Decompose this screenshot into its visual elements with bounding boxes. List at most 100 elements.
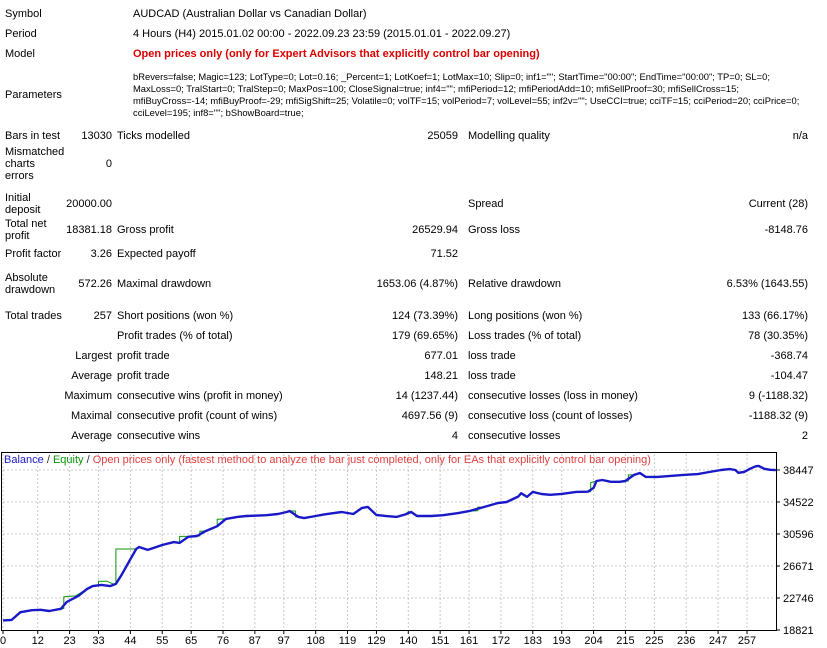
stat-pair: Maximal drawdown 1653.06 (4.87%) xyxy=(112,278,458,290)
stat-sublabel: consecutive wins (profit in money) xyxy=(117,390,283,402)
stat-sublabel: Short positions (won %) xyxy=(117,310,234,322)
legend-equity-label: Equity xyxy=(52,454,84,466)
stat-sublabel: consecutive profit (count of wins) xyxy=(117,410,278,422)
stat-value: 20000.00 xyxy=(66,198,112,210)
plot-border xyxy=(1,452,777,631)
stat-value: Average xyxy=(71,370,112,382)
legend-separator: / xyxy=(86,454,90,466)
stat-pair: consecutive loss (count of losses) -1188.… xyxy=(458,410,816,422)
stat-pair: Gross profit 26529.94 xyxy=(112,224,458,236)
stat-sublabel: loss trade xyxy=(468,350,516,362)
x-axis-tick-label: 193 xyxy=(553,635,571,647)
stat-subvalue: 148.21 xyxy=(424,370,458,382)
stat-sublabel: Relative drawdown xyxy=(468,278,561,290)
stat-sublabel: profit trade xyxy=(117,350,170,362)
stat-sublabel: consecutive losses xyxy=(468,430,561,442)
x-axis-tick-label: 204 xyxy=(584,635,602,647)
stat-pair: consecutive losses (loss in money) 9 (-11… xyxy=(458,390,816,402)
x-axis-tick-label: 247 xyxy=(709,635,727,647)
stat-sublabel: Spread xyxy=(468,198,504,210)
stat-subvalue: 25059 xyxy=(427,130,458,142)
stat-pair: Gross loss -8148.76 xyxy=(458,224,816,236)
table-row: Profit factor 3.26 Expected payoff 71.52 xyxy=(0,244,827,264)
balance-line xyxy=(2,464,776,622)
stat-sublabel: profit trade xyxy=(117,370,170,382)
table-row: Maximal consecutive profit (count of wins… xyxy=(0,406,827,426)
stat-value: Maximal xyxy=(71,410,112,422)
table-row: Maximum consecutive wins (profit in money… xyxy=(0,386,827,406)
x-axis-tick-label: 172 xyxy=(492,635,510,647)
stats-table: Symbol AUDCAD (Australian Dollar vs Canad… xyxy=(0,4,827,446)
stat-sublabel: Modelling quality xyxy=(468,130,550,142)
stat-sublabel: consecutive losses (loss in money) xyxy=(468,390,638,402)
x-axis-tick-label: 225 xyxy=(645,635,663,647)
stat-sublabel: Gross loss xyxy=(468,224,520,236)
stat-subvalue: 677.01 xyxy=(424,350,458,362)
stat-label: Bars in test xyxy=(5,130,61,142)
stat-sublabel: Ticks modelled xyxy=(117,130,190,142)
table-row: Model Open prices only (only for Expert A… xyxy=(0,44,827,64)
stat-label: Total net profit xyxy=(5,218,47,242)
stat-label: Absolute drawdown xyxy=(5,272,56,296)
stat-subvalue: 14 (1237.44) xyxy=(395,390,458,402)
stat-value-wide: Open prices only (only for Expert Adviso… xyxy=(133,47,540,60)
x-axis-tick-label: 76 xyxy=(217,635,229,647)
table-row: Absolute drawdown 572.26 Maximal drawdown 1… xyxy=(0,270,827,298)
table-row: Average profit trade 148.21 loss trade -104.… xyxy=(0,366,827,386)
stat-subvalue: 133 (66.17%) xyxy=(741,310,808,322)
x-axis-tick-label: 151 xyxy=(431,635,449,647)
stat-subvalue: n/a xyxy=(792,130,808,142)
stat-value: 0 xyxy=(105,158,112,170)
stat-subvalue: 78 (30.35%) xyxy=(748,330,808,342)
y-axis-tick-label: 18821 xyxy=(783,625,814,637)
stat-value: 572.26 xyxy=(78,278,112,290)
stat-subvalue: 6.53% (1643.55) xyxy=(726,278,808,290)
legend-balance-label: Balance xyxy=(4,454,44,466)
stat-label: Period xyxy=(5,28,37,40)
stat-subvalue: -368.74 xyxy=(770,350,808,362)
x-axis-tick-label: 87 xyxy=(249,635,261,647)
stat-subvalue: 4697.56 (9) xyxy=(401,410,458,422)
stat-subvalue: 26529.94 xyxy=(412,224,458,236)
stat-label: Initial deposit xyxy=(5,192,41,216)
stat-pair: Expected payoff 71.52 xyxy=(112,248,458,260)
x-axis-tick-label: 44 xyxy=(124,635,136,647)
x-axis-tick-label: 119 xyxy=(339,635,357,647)
y-axis-tick-label: 38447 xyxy=(783,465,814,477)
stat-sublabel: Expected payoff xyxy=(117,248,196,260)
x-axis-tick-label: 65 xyxy=(185,635,197,647)
stat-value: 3.26 xyxy=(90,248,112,260)
stat-pair: consecutive wins (profit in money) 14 (12… xyxy=(112,390,458,402)
legend-separator: / xyxy=(46,454,50,466)
x-axis-tick-label: 257 xyxy=(738,635,756,647)
x-axis-tick-label: 12 xyxy=(32,635,44,647)
stat-label: Symbol xyxy=(5,8,42,20)
stat-pair: Long positions (won %) 133 (66.17%) xyxy=(458,310,816,322)
stat-label: Mismatched charts errors xyxy=(5,146,65,182)
table-row: Initial deposit 20000.00 Spread Current (28… xyxy=(0,192,827,216)
stat-value: 13030 xyxy=(81,130,112,142)
stat-sublabel: Gross profit xyxy=(117,224,174,236)
x-axis-tick-label: 33 xyxy=(92,635,104,647)
table-row: Largest profit trade 677.01 loss trade -368.… xyxy=(0,346,827,366)
stat-value: Average xyxy=(71,430,112,442)
stat-value-wide: AUDCAD (Australian Dollar vs Canadian Do… xyxy=(133,7,367,20)
stat-pair: Short positions (won %) 124 (73.39%) xyxy=(112,310,458,322)
stat-subvalue: Current (28) xyxy=(748,198,808,210)
stat-value-wide: 4 Hours (H4) 2015.01.02 00:00 - 2022.09.… xyxy=(133,27,511,40)
x-axis-tick-label: 236 xyxy=(677,635,695,647)
stat-pair: loss trade -368.74 xyxy=(458,350,816,362)
table-row: Period 4 Hours (H4) 2015.01.02 00:00 - 20… xyxy=(0,24,827,44)
stat-subvalue: 179 (69.65%) xyxy=(391,330,458,342)
stat-pair: loss trade -104.47 xyxy=(458,370,816,382)
x-axis-tick-label: 183 xyxy=(524,635,542,647)
stat-sublabel: consecutive loss (count of losses) xyxy=(468,410,633,422)
stat-subvalue: -104.47 xyxy=(770,370,808,382)
x-axis-tick-label: 55 xyxy=(156,635,168,647)
stat-label: Model xyxy=(5,48,35,60)
stat-label: Profit factor xyxy=(5,248,62,260)
stat-sublabel: Profit trades (% of total) xyxy=(117,330,233,342)
stat-pair: Ticks modelled 25059 xyxy=(112,130,458,142)
table-row: Average consecutive wins 4 consecutive loss… xyxy=(0,426,827,446)
stat-pair: profit trade 148.21 xyxy=(112,370,458,382)
